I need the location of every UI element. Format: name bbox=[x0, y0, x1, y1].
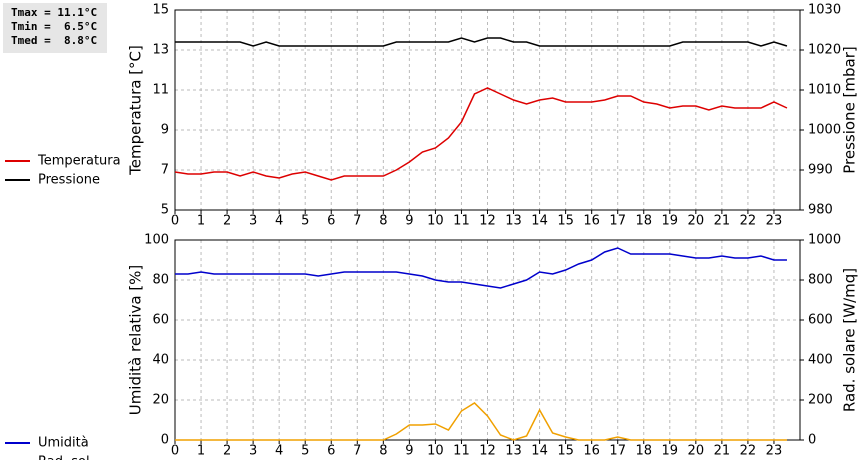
stat: Tmin = 6.5°C bbox=[11, 20, 98, 33]
x-tick-label: 0 bbox=[171, 214, 179, 229]
x-tick-label: 6 bbox=[327, 444, 335, 459]
x-tick-label: 13 bbox=[505, 444, 522, 459]
x-tick-label: 15 bbox=[557, 214, 574, 229]
y-tick-label: 5 bbox=[161, 203, 169, 218]
y-tick-label: 7 bbox=[161, 163, 169, 178]
y2-tick-label: 1000 bbox=[808, 123, 841, 138]
x-tick-label: 0 bbox=[171, 444, 179, 459]
x-tick-label: 2 bbox=[223, 214, 231, 229]
x-tick-label: 12 bbox=[479, 214, 496, 229]
y2-tick-label: 1010 bbox=[808, 83, 841, 98]
x-tick-label: 10 bbox=[427, 444, 444, 459]
y2-tick-label: 800 bbox=[808, 273, 833, 288]
y2-axis-title: Rad. solare [W/mq] bbox=[841, 268, 859, 412]
x-tick-label: 8 bbox=[379, 444, 387, 459]
y-tick-label: 15 bbox=[152, 3, 169, 18]
x-tick-label: 3 bbox=[249, 444, 257, 459]
y2-tick-label: 400 bbox=[808, 353, 833, 368]
x-tick-label: 19 bbox=[662, 214, 679, 229]
x-tick-label: 1 bbox=[197, 214, 205, 229]
series-line bbox=[175, 247, 787, 289]
y2-tick-label: 600 bbox=[808, 313, 833, 328]
x-tick-label: 20 bbox=[688, 444, 705, 459]
y-tick-label: 11 bbox=[152, 83, 169, 98]
legend-label: Pressione bbox=[38, 173, 100, 188]
x-tick-label: 9 bbox=[405, 214, 413, 229]
plot-frame bbox=[174, 9, 801, 211]
x-tick-label: 15 bbox=[557, 444, 574, 459]
x-tick-label: 17 bbox=[609, 214, 626, 229]
x-tick-label: 21 bbox=[714, 444, 731, 459]
y-tick-label: 40 bbox=[152, 353, 169, 368]
x-tick-label: 4 bbox=[275, 214, 283, 229]
x-tick-label: 9 bbox=[405, 444, 413, 459]
y-tick-label: 9 bbox=[161, 123, 169, 138]
x-tick-label: 20 bbox=[688, 214, 705, 229]
x-tick-label: 23 bbox=[766, 214, 783, 229]
y-axis-title: Temperatura [°C] bbox=[127, 45, 145, 176]
series-line bbox=[175, 402, 787, 441]
legend-label: Umidità bbox=[38, 436, 89, 451]
series-line bbox=[175, 37, 788, 47]
y-tick-label: 0 bbox=[161, 433, 169, 448]
x-tick-label: 8 bbox=[379, 214, 387, 229]
x-tick-label: 14 bbox=[531, 444, 548, 459]
stats-box: Tmax = 11.1°C Tmin = 6.5°C Tmed = 8.8°C bbox=[3, 3, 107, 53]
x-tick-label: 7 bbox=[353, 214, 361, 229]
x-tick-label: 18 bbox=[635, 214, 652, 229]
x-tick-label: 6 bbox=[327, 214, 335, 229]
x-tick-label: 13 bbox=[505, 214, 522, 229]
x-tick-label: 19 bbox=[662, 444, 679, 459]
x-tick-label: 3 bbox=[249, 214, 257, 229]
plot-frame bbox=[174, 239, 801, 441]
x-tick-label: 23 bbox=[766, 444, 783, 459]
x-tick-label: 16 bbox=[583, 214, 600, 229]
stat: Tmed = 8.8°C bbox=[11, 34, 98, 47]
y-tick-label: 13 bbox=[152, 43, 169, 58]
x-tick-label: 22 bbox=[740, 444, 757, 459]
y2-tick-label: 1030 bbox=[808, 3, 841, 18]
x-tick-label: 11 bbox=[453, 444, 470, 459]
x-tick-label: 12 bbox=[479, 444, 496, 459]
x-tick-label: 7 bbox=[353, 444, 361, 459]
legend-label: Rad. sol. bbox=[38, 455, 94, 460]
stat: Tmax = 11.1°C bbox=[11, 6, 98, 19]
y-axis-title: Umidità relativa [%] bbox=[127, 265, 145, 416]
y2-tick-label: 990 bbox=[808, 163, 833, 178]
y2-tick-label: 1020 bbox=[808, 43, 841, 58]
x-tick-label: 10 bbox=[427, 214, 444, 229]
y2-tick-label: 0 bbox=[808, 433, 816, 448]
x-tick-label: 14 bbox=[531, 214, 548, 229]
x-tick-label: 22 bbox=[740, 214, 757, 229]
x-tick-label: 16 bbox=[583, 444, 600, 459]
x-tick-label: 21 bbox=[714, 214, 731, 229]
x-tick-label: 11 bbox=[453, 214, 470, 229]
y2-tick-label: 1000 bbox=[808, 233, 841, 248]
x-tick-label: 1 bbox=[197, 444, 205, 459]
y2-axis-title: Pressione [mbar] bbox=[841, 46, 859, 174]
x-tick-label: 4 bbox=[275, 444, 283, 459]
y-tick-label: 100 bbox=[144, 233, 169, 248]
y-tick-label: 60 bbox=[152, 313, 169, 328]
y-tick-label: 80 bbox=[152, 273, 169, 288]
x-tick-label: 18 bbox=[635, 444, 652, 459]
x-tick-label: 5 bbox=[301, 214, 309, 229]
x-tick-label: 2 bbox=[223, 444, 231, 459]
x-tick-label: 5 bbox=[301, 444, 309, 459]
legend-label: Temperatura bbox=[37, 154, 121, 169]
x-tick-label: 17 bbox=[609, 444, 626, 459]
series-line bbox=[174, 87, 788, 181]
y2-tick-label: 200 bbox=[808, 393, 833, 408]
y-tick-label: 20 bbox=[152, 393, 169, 408]
y2-tick-label: 980 bbox=[808, 203, 833, 218]
